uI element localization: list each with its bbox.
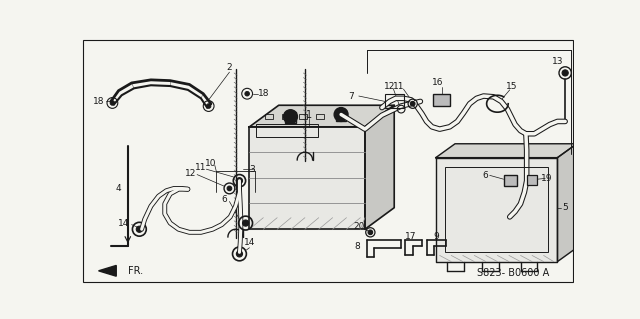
Polygon shape	[250, 127, 365, 229]
Text: 5: 5	[563, 203, 568, 212]
Text: 2: 2	[227, 63, 232, 72]
Bar	[385, 94, 404, 108]
Polygon shape	[99, 265, 116, 276]
Text: 14: 14	[118, 219, 130, 227]
Text: 6: 6	[482, 171, 488, 180]
Text: 18: 18	[93, 97, 104, 106]
Circle shape	[368, 230, 372, 235]
Polygon shape	[436, 158, 557, 262]
Polygon shape	[436, 144, 577, 158]
Circle shape	[243, 220, 249, 226]
Text: 11: 11	[195, 163, 207, 172]
Circle shape	[337, 111, 345, 118]
Circle shape	[410, 101, 415, 106]
Bar	[433, 94, 451, 106]
Text: 14: 14	[244, 238, 255, 247]
Text: 16: 16	[433, 78, 444, 87]
Bar	[316, 114, 324, 119]
Bar	[504, 175, 517, 186]
Bar	[527, 175, 538, 185]
Circle shape	[287, 113, 294, 121]
Circle shape	[245, 92, 250, 96]
Text: 15: 15	[506, 82, 517, 91]
Text: 18: 18	[257, 89, 269, 98]
Text: 1: 1	[306, 110, 312, 120]
Circle shape	[227, 186, 232, 191]
Circle shape	[284, 110, 298, 123]
Text: 20: 20	[353, 222, 365, 231]
Text: 7: 7	[348, 92, 354, 100]
Text: 9: 9	[433, 233, 438, 241]
Circle shape	[236, 178, 243, 184]
Polygon shape	[365, 105, 394, 229]
Text: 4: 4	[116, 184, 122, 193]
Circle shape	[236, 251, 243, 257]
Bar	[282, 114, 290, 119]
Text: 6: 6	[221, 196, 227, 204]
Bar	[300, 114, 307, 119]
Circle shape	[562, 70, 568, 76]
Text: 13: 13	[552, 57, 563, 66]
Circle shape	[334, 108, 348, 122]
Text: 19: 19	[541, 174, 552, 183]
Text: 10: 10	[205, 159, 217, 167]
Circle shape	[206, 104, 211, 108]
Bar	[445, 167, 548, 252]
Polygon shape	[250, 105, 394, 127]
Text: 17: 17	[405, 233, 417, 241]
Text: FR.: FR.	[128, 266, 143, 276]
Bar	[256, 123, 318, 137]
Circle shape	[110, 101, 115, 105]
Text: 8: 8	[355, 242, 360, 251]
Text: 12: 12	[384, 82, 396, 91]
Polygon shape	[557, 144, 577, 262]
Bar	[336, 110, 346, 121]
Text: 3: 3	[250, 165, 255, 174]
Text: S823- B0600 A: S823- B0600 A	[477, 268, 549, 278]
Circle shape	[136, 226, 143, 232]
Bar	[266, 114, 273, 119]
Bar	[285, 112, 296, 123]
Text: 12: 12	[185, 168, 196, 178]
Text: 11: 11	[393, 82, 404, 91]
